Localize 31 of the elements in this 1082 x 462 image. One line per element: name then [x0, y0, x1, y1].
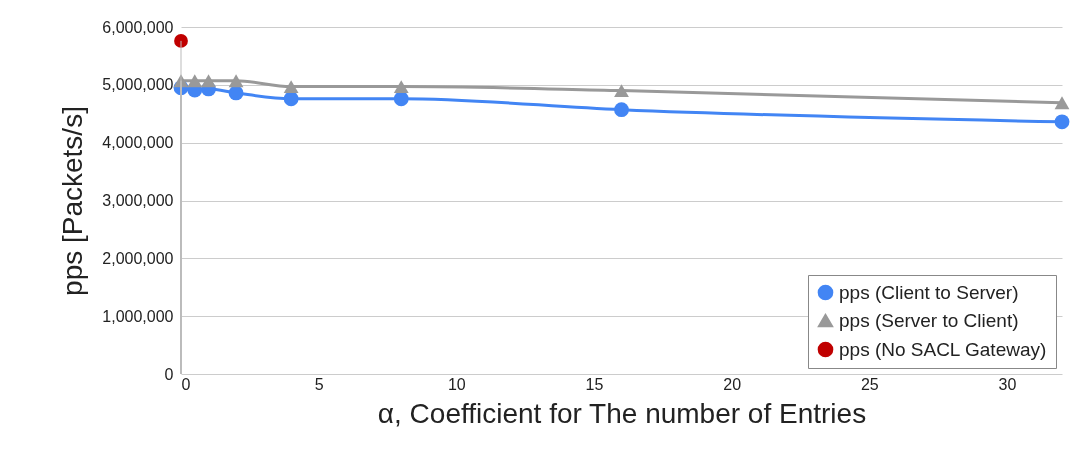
x-tick-label: 20 [723, 375, 742, 393]
x-tick-label: 30 [998, 375, 1017, 393]
x-tick-label: 10 [447, 375, 466, 393]
y-tick-label: 1,000,000 [102, 307, 174, 325]
point [393, 80, 409, 93]
point [614, 84, 629, 98]
legend-label: pps (Server to Client) [839, 309, 1019, 331]
point [174, 34, 188, 48]
y-tick-label: 2,000,000 [102, 249, 174, 267]
point [187, 74, 203, 88]
x-tick-label: 15 [585, 375, 604, 393]
point [228, 85, 244, 101]
y-tick-label: 4,000,000 [102, 134, 174, 152]
y-tick-label: 3,000,000 [102, 192, 174, 209]
point [614, 102, 629, 118]
y-tick-label: 5,000,000 [102, 76, 174, 94]
point [393, 91, 409, 107]
point [283, 80, 299, 93]
x-tick-label: 25 [860, 375, 879, 393]
point [201, 74, 216, 88]
legend-label: pps (No SACL Gateway) [839, 338, 1047, 360]
x-tick-label: 5 [314, 375, 324, 393]
x-axis-title: α, Coefficient for The number of Entries [377, 397, 867, 429]
y-axis-title: pps [Packets/s] [57, 106, 89, 296]
x-tick-label: 0 [181, 375, 191, 393]
legend-label: pps (Client to Server) [839, 281, 1019, 303]
point [1054, 96, 1070, 110]
point [1054, 114, 1070, 130]
point [283, 91, 299, 107]
y-tick-label: 6,000,000 [102, 18, 174, 36]
point [228, 74, 244, 88]
